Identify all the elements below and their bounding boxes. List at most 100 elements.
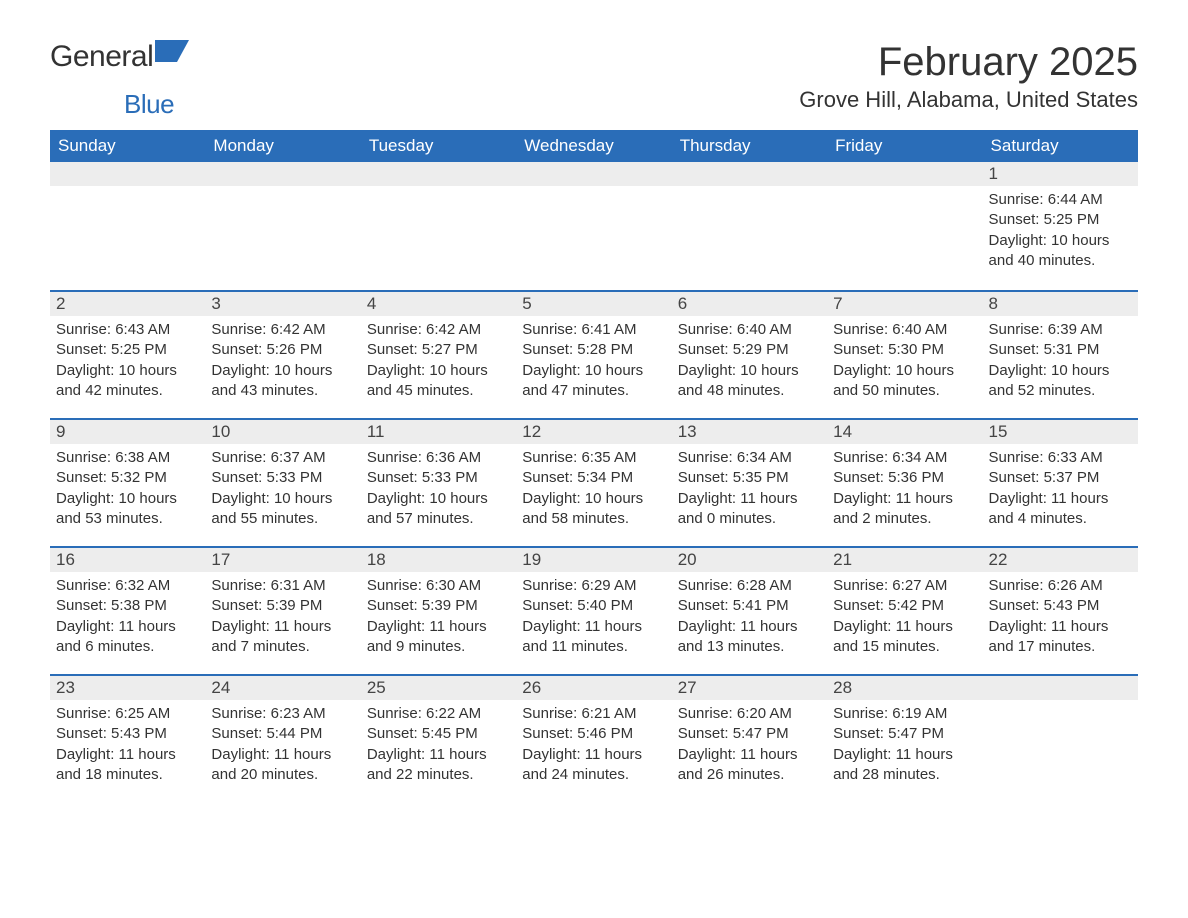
calendar-day-cell	[205, 162, 360, 290]
day-number: 25	[361, 674, 516, 700]
calendar-day-cell: 15Sunrise: 6:33 AMSunset: 5:37 PMDayligh…	[983, 418, 1138, 546]
sunrise-line: Sunrise: 6:25 AM	[56, 704, 199, 724]
sunrise-line: Sunrise: 6:39 AM	[989, 320, 1132, 340]
sunset-line: Sunset: 5:43 PM	[989, 596, 1132, 616]
calendar-day-cell: 6Sunrise: 6:40 AMSunset: 5:29 PMDaylight…	[672, 290, 827, 418]
daylight-line: Daylight: 10 hours and 43 minutes.	[211, 361, 354, 402]
calendar-day-cell: 18Sunrise: 6:30 AMSunset: 5:39 PMDayligh…	[361, 546, 516, 674]
day-data: Sunrise: 6:21 AMSunset: 5:46 PMDaylight:…	[516, 700, 671, 787]
calendar-day-cell: 24Sunrise: 6:23 AMSunset: 5:44 PMDayligh…	[205, 674, 360, 802]
day-number: 15	[983, 418, 1138, 444]
calendar-day-cell: 9Sunrise: 6:38 AMSunset: 5:32 PMDaylight…	[50, 418, 205, 546]
daylight-line: Daylight: 10 hours and 48 minutes.	[678, 361, 821, 402]
day-data: Sunrise: 6:39 AMSunset: 5:31 PMDaylight:…	[983, 316, 1138, 403]
day-number: 23	[50, 674, 205, 700]
day-data: Sunrise: 6:25 AMSunset: 5:43 PMDaylight:…	[50, 700, 205, 787]
day-number: 20	[672, 546, 827, 572]
day-data: Sunrise: 6:30 AMSunset: 5:39 PMDaylight:…	[361, 572, 516, 659]
day-number	[205, 162, 360, 186]
calendar-day-cell: 22Sunrise: 6:26 AMSunset: 5:43 PMDayligh…	[983, 546, 1138, 674]
day-number	[827, 162, 982, 186]
daylight-line: Daylight: 10 hours and 50 minutes.	[833, 361, 976, 402]
sunset-line: Sunset: 5:46 PM	[522, 724, 665, 744]
sunset-line: Sunset: 5:47 PM	[678, 724, 821, 744]
weekday-header: Tuesday	[361, 130, 516, 162]
day-number: 3	[205, 290, 360, 316]
calendar-day-cell: 14Sunrise: 6:34 AMSunset: 5:36 PMDayligh…	[827, 418, 982, 546]
day-data: Sunrise: 6:37 AMSunset: 5:33 PMDaylight:…	[205, 444, 360, 531]
calendar-day-cell: 28Sunrise: 6:19 AMSunset: 5:47 PMDayligh…	[827, 674, 982, 802]
brand-name-1: General	[50, 40, 153, 74]
day-number: 28	[827, 674, 982, 700]
sunset-line: Sunset: 5:36 PM	[833, 468, 976, 488]
calendar-table: SundayMondayTuesdayWednesdayThursdayFrid…	[50, 130, 1138, 802]
sunset-line: Sunset: 5:31 PM	[989, 340, 1132, 360]
sunrise-line: Sunrise: 6:30 AM	[367, 576, 510, 596]
calendar-day-cell: 1Sunrise: 6:44 AMSunset: 5:25 PMDaylight…	[983, 162, 1138, 290]
calendar-day-cell: 12Sunrise: 6:35 AMSunset: 5:34 PMDayligh…	[516, 418, 671, 546]
day-number: 24	[205, 674, 360, 700]
calendar-day-cell	[50, 162, 205, 290]
sunset-line: Sunset: 5:27 PM	[367, 340, 510, 360]
sunrise-line: Sunrise: 6:37 AM	[211, 448, 354, 468]
daylight-line: Daylight: 11 hours and 18 minutes.	[56, 745, 199, 786]
sunset-line: Sunset: 5:33 PM	[367, 468, 510, 488]
day-number	[983, 674, 1138, 700]
daylight-line: Daylight: 11 hours and 20 minutes.	[211, 745, 354, 786]
month-title: February 2025	[799, 40, 1138, 85]
weekday-header: Friday	[827, 130, 982, 162]
sunset-line: Sunset: 5:40 PM	[522, 596, 665, 616]
sunrise-line: Sunrise: 6:33 AM	[989, 448, 1132, 468]
calendar-day-cell: 17Sunrise: 6:31 AMSunset: 5:39 PMDayligh…	[205, 546, 360, 674]
calendar-day-cell: 13Sunrise: 6:34 AMSunset: 5:35 PMDayligh…	[672, 418, 827, 546]
day-number	[50, 162, 205, 186]
day-data: Sunrise: 6:42 AMSunset: 5:26 PMDaylight:…	[205, 316, 360, 403]
daylight-line: Daylight: 11 hours and 2 minutes.	[833, 489, 976, 530]
day-number: 26	[516, 674, 671, 700]
day-data: Sunrise: 6:40 AMSunset: 5:30 PMDaylight:…	[827, 316, 982, 403]
day-data: Sunrise: 6:32 AMSunset: 5:38 PMDaylight:…	[50, 572, 205, 659]
sunrise-line: Sunrise: 6:36 AM	[367, 448, 510, 468]
sunset-line: Sunset: 5:42 PM	[833, 596, 976, 616]
daylight-line: Daylight: 10 hours and 58 minutes.	[522, 489, 665, 530]
sunrise-line: Sunrise: 6:34 AM	[678, 448, 821, 468]
calendar-day-cell: 23Sunrise: 6:25 AMSunset: 5:43 PMDayligh…	[50, 674, 205, 802]
calendar-week-row: 16Sunrise: 6:32 AMSunset: 5:38 PMDayligh…	[50, 546, 1138, 674]
daylight-line: Daylight: 10 hours and 57 minutes.	[367, 489, 510, 530]
day-number	[361, 162, 516, 186]
daylight-line: Daylight: 10 hours and 45 minutes.	[367, 361, 510, 402]
calendar-day-cell	[361, 162, 516, 290]
sunset-line: Sunset: 5:26 PM	[211, 340, 354, 360]
sunset-line: Sunset: 5:39 PM	[367, 596, 510, 616]
calendar-day-cell: 20Sunrise: 6:28 AMSunset: 5:41 PMDayligh…	[672, 546, 827, 674]
sunrise-line: Sunrise: 6:23 AM	[211, 704, 354, 724]
sunset-line: Sunset: 5:33 PM	[211, 468, 354, 488]
day-number: 13	[672, 418, 827, 444]
day-number: 19	[516, 546, 671, 572]
day-data: Sunrise: 6:35 AMSunset: 5:34 PMDaylight:…	[516, 444, 671, 531]
weekday-header: Saturday	[983, 130, 1138, 162]
day-number: 2	[50, 290, 205, 316]
day-number: 7	[827, 290, 982, 316]
sunset-line: Sunset: 5:32 PM	[56, 468, 199, 488]
sunrise-line: Sunrise: 6:21 AM	[522, 704, 665, 724]
sunrise-line: Sunrise: 6:34 AM	[833, 448, 976, 468]
day-data: Sunrise: 6:42 AMSunset: 5:27 PMDaylight:…	[361, 316, 516, 403]
calendar-week-row: 2Sunrise: 6:43 AMSunset: 5:25 PMDaylight…	[50, 290, 1138, 418]
day-number: 11	[361, 418, 516, 444]
sunset-line: Sunset: 5:41 PM	[678, 596, 821, 616]
daylight-line: Daylight: 10 hours and 40 minutes.	[989, 231, 1132, 272]
daylight-line: Daylight: 11 hours and 24 minutes.	[522, 745, 665, 786]
sunset-line: Sunset: 5:34 PM	[522, 468, 665, 488]
day-data: Sunrise: 6:40 AMSunset: 5:29 PMDaylight:…	[672, 316, 827, 403]
day-number: 17	[205, 546, 360, 572]
day-data: Sunrise: 6:34 AMSunset: 5:36 PMDaylight:…	[827, 444, 982, 531]
daylight-line: Daylight: 10 hours and 52 minutes.	[989, 361, 1132, 402]
sunrise-line: Sunrise: 6:35 AM	[522, 448, 665, 468]
sunset-line: Sunset: 5:30 PM	[833, 340, 976, 360]
sunrise-line: Sunrise: 6:42 AM	[367, 320, 510, 340]
daylight-line: Daylight: 11 hours and 15 minutes.	[833, 617, 976, 658]
day-number: 4	[361, 290, 516, 316]
daylight-line: Daylight: 11 hours and 28 minutes.	[833, 745, 976, 786]
sunrise-line: Sunrise: 6:29 AM	[522, 576, 665, 596]
